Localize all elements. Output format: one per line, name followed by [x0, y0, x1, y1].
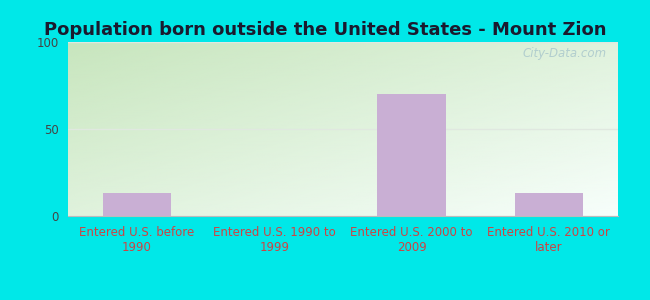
Text: Population born outside the United States - Mount Zion: Population born outside the United State…: [44, 21, 606, 39]
Text: City-Data.com: City-Data.com: [523, 47, 606, 60]
Bar: [377, 94, 446, 216]
Bar: [103, 194, 171, 216]
Bar: [515, 194, 583, 216]
